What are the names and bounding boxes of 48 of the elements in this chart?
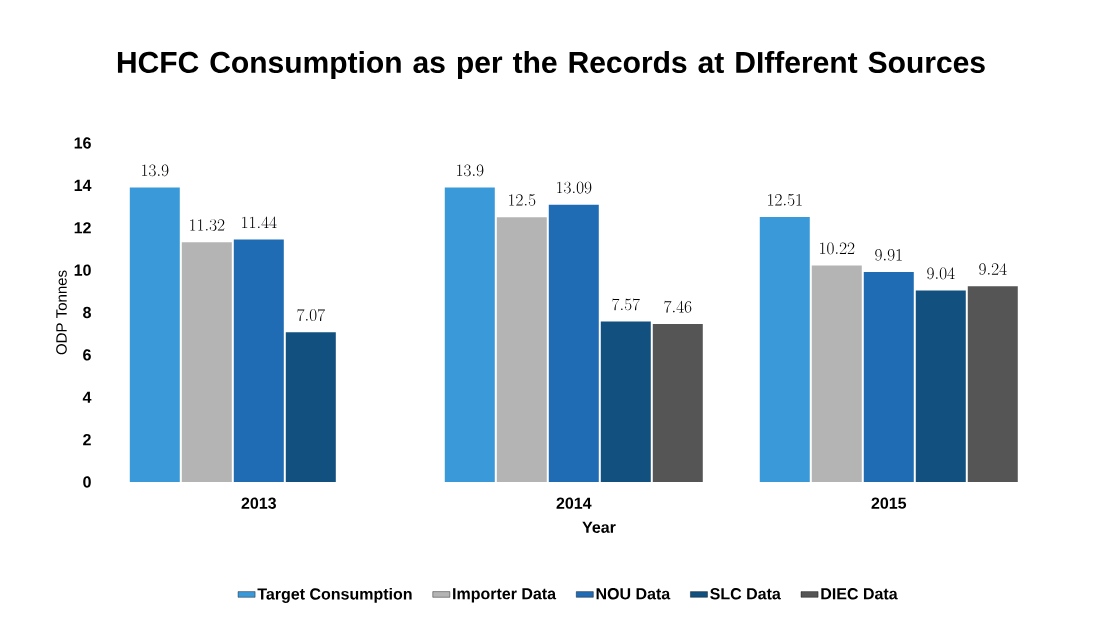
bar: [600, 321, 651, 482]
legend-label: Importer Data: [453, 588, 557, 603]
legend-label: Target Consumption: [257, 587, 412, 603]
bar: [652, 323, 703, 482]
y-tick-label: 12: [74, 222, 91, 234]
data-label: 13.9: [457, 164, 484, 177]
data-label: 7.07: [297, 308, 325, 321]
y-tick-label: 6: [83, 349, 91, 361]
bar: [233, 239, 284, 482]
x-tick-label: 2015: [871, 497, 907, 509]
y-tick-label: 16: [74, 137, 91, 149]
data-label: 11 .44: [242, 216, 277, 229]
bar: [915, 290, 966, 482]
bar: [759, 216, 810, 482]
legend-label: DIEC Data: [821, 588, 898, 600]
y-tick-label: 2: [83, 434, 91, 446]
data-label: 11 .32: [190, 219, 225, 231]
data-label: 12.5: [509, 194, 536, 206]
bar: [496, 217, 547, 482]
chart-title: HCFC Consumption as per the Records at DIfferent Sources: [117, 51, 985, 79]
data-label: 10.22: [820, 242, 855, 255]
y-axis-title: ODP Tonnes: [56, 270, 67, 355]
bar: [181, 242, 232, 482]
x-axis-title: Year: [582, 521, 616, 533]
data-label: 7.46: [664, 300, 692, 313]
legend-label: SLC Data: [710, 588, 781, 600]
y-tick-label: 10: [74, 264, 91, 276]
bar: [444, 187, 495, 482]
y-tick-label: 8: [83, 306, 91, 319]
bar: [811, 265, 862, 482]
x-tick-label: 2014: [556, 497, 592, 509]
bar: [129, 187, 180, 482]
data-label: 13.9: [142, 164, 169, 177]
legend-label: NOU Data: [596, 588, 671, 600]
data-label: 9.24: [979, 263, 1007, 275]
y-tick-label: 4: [82, 391, 92, 403]
data-label: 12.51: [768, 193, 802, 206]
x-tick-label: 2013: [241, 497, 276, 509]
data-label: 9.91: [875, 249, 902, 261]
bar: [863, 272, 914, 482]
y-tick-label: 0: [83, 476, 91, 488]
data-label: 7.57: [612, 298, 640, 311]
data-label: 13.09: [557, 181, 592, 194]
bar: [967, 286, 1018, 482]
bar: [285, 332, 336, 482]
bar: [548, 204, 599, 482]
data-label: 9.04: [927, 267, 955, 280]
y-tick-label: 14: [74, 179, 92, 191]
